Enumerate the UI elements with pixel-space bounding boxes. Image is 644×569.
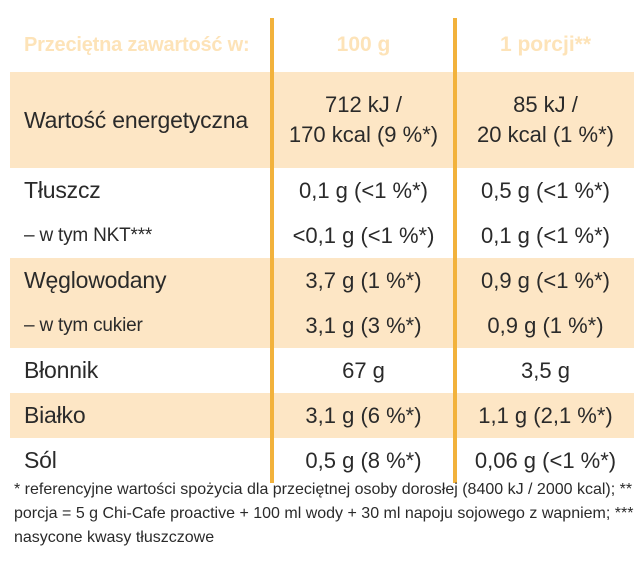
- footnote: * referencyjne wartości spożycia dla prz…: [14, 481, 634, 546]
- row-label: Wartość energetyczna: [10, 72, 274, 168]
- header-100g: 100 g: [272, 18, 457, 72]
- value-100g: 67 g: [272, 348, 457, 393]
- table-row-salt: Sól 0,5 g (8 %*) 0,06 g (<1 %*): [10, 438, 634, 483]
- row-label: Białko: [10, 393, 274, 438]
- value-portion-line1: 85 kJ /: [513, 92, 578, 117]
- header-label: Przeciętna zawartość w:: [10, 18, 274, 72]
- table-row-fat: Tłuszcz 0,1 g (<1 %*) 0,5 g (<1 %*): [10, 168, 634, 213]
- value-100g: 0,1 g (<1 %*): [272, 168, 457, 213]
- table-header-row: Przeciętna zawartość w: 100 g 1 porcji**: [10, 18, 634, 72]
- value-100g: <0,1 g (<1 %*): [272, 213, 457, 258]
- row-label: – w tym cukier: [10, 303, 274, 348]
- value-portion: 3,5 g: [521, 357, 570, 383]
- row-label: Węglowodany: [10, 258, 274, 303]
- value-portion-line2: 20 kcal (1 %*): [477, 122, 614, 147]
- table-row-protein: Białko 3,1 g (6 %*) 1,1 g (2,1 %*): [10, 393, 634, 438]
- table-row-energy: Wartość energetyczna 712 kJ / 170 kcal (…: [10, 72, 634, 168]
- value-100g: 0,5 g (8 %*): [272, 438, 457, 483]
- row-label: – w tym NKT***: [10, 213, 274, 258]
- header-portion: 1 porcji**: [499, 33, 592, 56]
- table-row-sugar: – w tym cukier 3,1 g (3 %*) 0,9 g (1 %*): [10, 303, 634, 348]
- row-label: Sól: [10, 438, 274, 483]
- value-portion: 0,9 g (1 %*): [487, 312, 604, 338]
- value-100g: 3,7 g (1 %*): [272, 258, 457, 303]
- nutrition-table: Przeciętna zawartość w: 100 g 1 porcji**…: [10, 18, 634, 483]
- value-portion: 85 kJ / 20 kcal (1 %*): [455, 72, 634, 168]
- value-portion: 0,9 g (<1 %*): [480, 267, 610, 293]
- row-label: Tłuszcz: [10, 168, 274, 213]
- value-portion: 1,1 g (2,1 %*): [478, 402, 613, 428]
- value-100g-line2: 170 kcal (9 %*): [288, 122, 439, 147]
- value-portion: 0,06 g (<1 %*): [474, 447, 617, 473]
- table-row-fiber: Błonnik 67 g 3,5 g: [10, 348, 634, 393]
- value-100g: 3,1 g (3 %*): [272, 303, 457, 348]
- value-100g-line1: 712 kJ /: [324, 92, 403, 117]
- row-label: Błonnik: [10, 348, 274, 393]
- table-row-carbs: Węglowodany 3,7 g (1 %*) 0,9 g (<1 %*): [10, 258, 634, 303]
- value-portion: 0,1 g (<1 %*): [480, 222, 610, 248]
- value-100g: 3,1 g (6 %*): [272, 393, 457, 438]
- value-portion: 0,5 g (<1 %*): [480, 177, 610, 203]
- table-row-saturated: – w tym NKT*** <0,1 g (<1 %*) 0,1 g (<1 …: [10, 213, 634, 258]
- value-100g: 712 kJ / 170 kcal (9 %*): [272, 72, 457, 168]
